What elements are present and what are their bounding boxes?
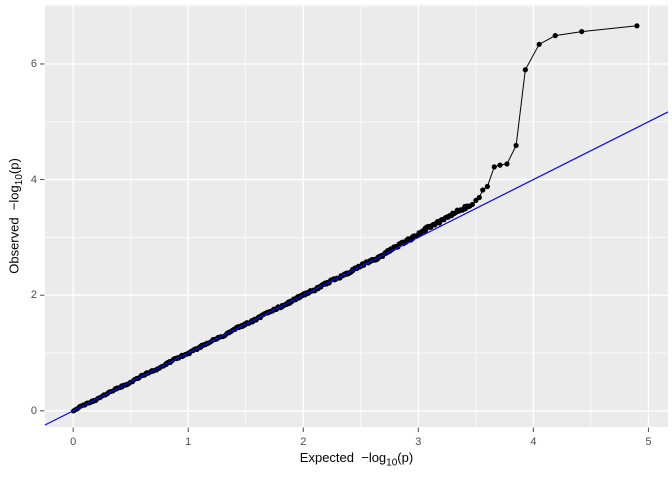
x-axis-title-text: Expected −log (299, 450, 387, 465)
y-tick-label: 2 (30, 289, 37, 302)
x-axis-title-suffix: (p) (397, 450, 414, 465)
y-tick-label: 4 (30, 173, 37, 186)
tail-point (469, 201, 476, 208)
x-tick-label: 0 (70, 436, 77, 448)
tail-point (552, 33, 558, 39)
y-tick-label: 0 (30, 404, 37, 417)
tail-point (476, 194, 482, 201)
identity-reference-line (44, 111, 669, 426)
y-axis-title-suffix: (p) (6, 158, 22, 175)
x-axis-title-subscript: 10 (386, 457, 398, 469)
tail-point (480, 187, 486, 193)
tail-point (522, 67, 528, 73)
x-tick-label: 3 (415, 436, 422, 448)
tail-point (634, 23, 640, 29)
tail-point (473, 197, 479, 203)
x-tick-label: 1 (185, 436, 192, 448)
x-axis-title: Expected −log10(p) (45, 450, 668, 468)
y-axis-title-text: Observed −log (6, 185, 22, 274)
y-tick-label: 6 (30, 57, 37, 70)
x-tick-label: 4 (530, 436, 537, 448)
plot-panel (45, 5, 668, 427)
tail-point (513, 142, 519, 149)
tail-point (484, 183, 490, 190)
x-tick-label: 5 (645, 436, 652, 448)
tail-point (491, 164, 497, 170)
x-tick-label: 2 (300, 436, 307, 448)
y-axis-title-subscript: 10 (14, 174, 26, 186)
tail-point (579, 28, 585, 35)
tail-point (497, 162, 503, 168)
y-axis-title: Observed −log10(p) (6, 158, 26, 274)
tail-point (504, 161, 510, 167)
tail-point (536, 41, 542, 47)
